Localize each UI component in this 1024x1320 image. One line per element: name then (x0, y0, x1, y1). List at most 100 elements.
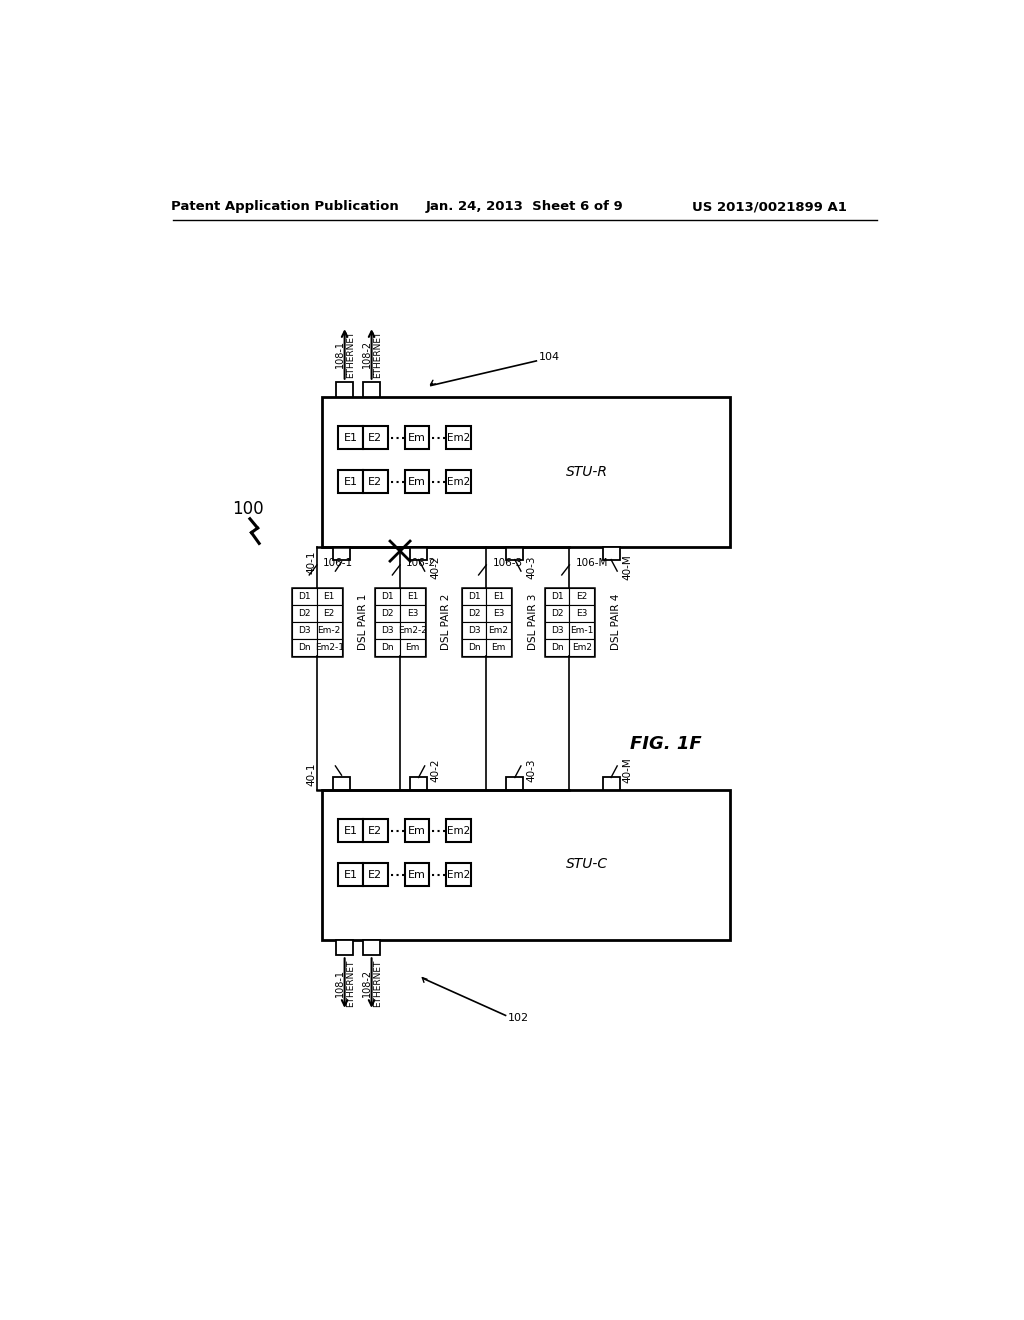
Text: 40-3: 40-3 (526, 556, 537, 579)
Bar (545, 605, 569, 622)
Text: E1: E1 (344, 870, 357, 879)
Bar (364, 426, 388, 450)
Text: Em: Em (408, 433, 426, 444)
Bar (404, 863, 429, 886)
Text: D2: D2 (382, 609, 394, 618)
Text: 104: 104 (539, 352, 560, 362)
Bar (336, 381, 353, 397)
Bar (545, 589, 569, 605)
Bar (292, 639, 316, 656)
Bar (292, 622, 316, 639)
Text: 106-3: 106-3 (493, 558, 522, 569)
Bar (339, 426, 364, 450)
Text: E1: E1 (344, 825, 357, 836)
Text: E3: E3 (407, 609, 418, 618)
Bar (376, 589, 400, 605)
Bar (462, 639, 486, 656)
Bar (376, 605, 400, 622)
Text: D2: D2 (468, 609, 480, 618)
Text: 40-2: 40-2 (430, 758, 440, 781)
Text: ETHERNET: ETHERNET (346, 960, 355, 1007)
Bar (400, 589, 425, 605)
Bar (376, 589, 425, 656)
Text: Dn: Dn (551, 643, 563, 652)
Bar (446, 863, 471, 886)
Text: E1: E1 (344, 433, 357, 444)
Bar (322, 789, 730, 940)
Bar (292, 589, 316, 605)
Bar (410, 777, 427, 789)
Text: Em-2: Em-2 (317, 626, 341, 635)
Bar (506, 548, 523, 560)
Text: D3: D3 (551, 626, 563, 635)
Text: Em2: Em2 (571, 643, 592, 652)
Text: E1: E1 (324, 593, 335, 601)
Text: 108-2: 108-2 (361, 969, 372, 997)
Text: Em2: Em2 (488, 626, 509, 635)
Bar (400, 622, 425, 639)
Bar (569, 589, 594, 605)
Text: 108-2: 108-2 (361, 341, 372, 368)
Bar (486, 589, 511, 605)
Text: E2: E2 (369, 825, 383, 836)
Bar (400, 639, 425, 656)
Text: Em: Em (408, 477, 426, 487)
Bar (446, 426, 471, 450)
Text: 40-1: 40-1 (306, 550, 316, 574)
Bar (364, 470, 388, 494)
Text: ETHERNET: ETHERNET (346, 330, 355, 378)
Text: 108-1: 108-1 (335, 341, 345, 368)
Text: D3: D3 (298, 626, 311, 635)
Text: Em-1: Em-1 (570, 626, 594, 635)
Text: Em2-1: Em2-1 (314, 643, 344, 652)
Bar (486, 622, 511, 639)
Text: 40-1: 40-1 (306, 763, 316, 787)
Bar (506, 777, 523, 789)
Text: 40-2: 40-2 (430, 556, 440, 579)
Text: STU-R: STU-R (566, 465, 608, 479)
Text: D3: D3 (468, 626, 480, 635)
Text: Em: Em (406, 643, 420, 652)
Text: DSL PAIR 3: DSL PAIR 3 (527, 594, 538, 651)
Bar (462, 589, 511, 656)
Text: FIG. 1F: FIG. 1F (630, 735, 701, 752)
Text: Em: Em (492, 643, 506, 652)
Bar (316, 622, 342, 639)
Text: E2: E2 (369, 477, 383, 487)
Text: Dn: Dn (298, 643, 311, 652)
Text: Em2: Em2 (446, 477, 470, 487)
Bar (322, 397, 730, 548)
Bar (462, 622, 486, 639)
Bar (292, 589, 342, 656)
Text: E2: E2 (369, 433, 383, 444)
Text: E2: E2 (369, 870, 383, 879)
Text: E2: E2 (324, 609, 335, 618)
Bar (446, 470, 471, 494)
Text: 106-2: 106-2 (407, 558, 436, 569)
Bar (462, 589, 486, 605)
Text: E3: E3 (577, 609, 588, 618)
Text: Em: Em (408, 870, 426, 879)
Text: DSL PAIR 2: DSL PAIR 2 (441, 594, 452, 651)
Text: Em2: Em2 (446, 825, 470, 836)
Bar (364, 940, 380, 956)
Bar (333, 777, 350, 789)
Text: D1: D1 (381, 593, 394, 601)
Text: 106-M: 106-M (575, 558, 608, 569)
Bar (400, 605, 425, 622)
Text: E2: E2 (577, 593, 588, 601)
Text: D1: D1 (298, 593, 311, 601)
Text: D3: D3 (381, 626, 394, 635)
Bar (545, 589, 594, 656)
Bar (569, 639, 594, 656)
Bar (602, 777, 620, 789)
Text: ETHERNET: ETHERNET (373, 330, 382, 378)
Text: D2: D2 (298, 609, 311, 618)
Bar (446, 818, 471, 842)
Bar (486, 605, 511, 622)
Bar (339, 818, 364, 842)
Text: STU-C: STU-C (565, 858, 608, 871)
Bar (364, 863, 388, 886)
Text: Em2-2: Em2-2 (398, 626, 427, 635)
Text: D2: D2 (551, 609, 563, 618)
